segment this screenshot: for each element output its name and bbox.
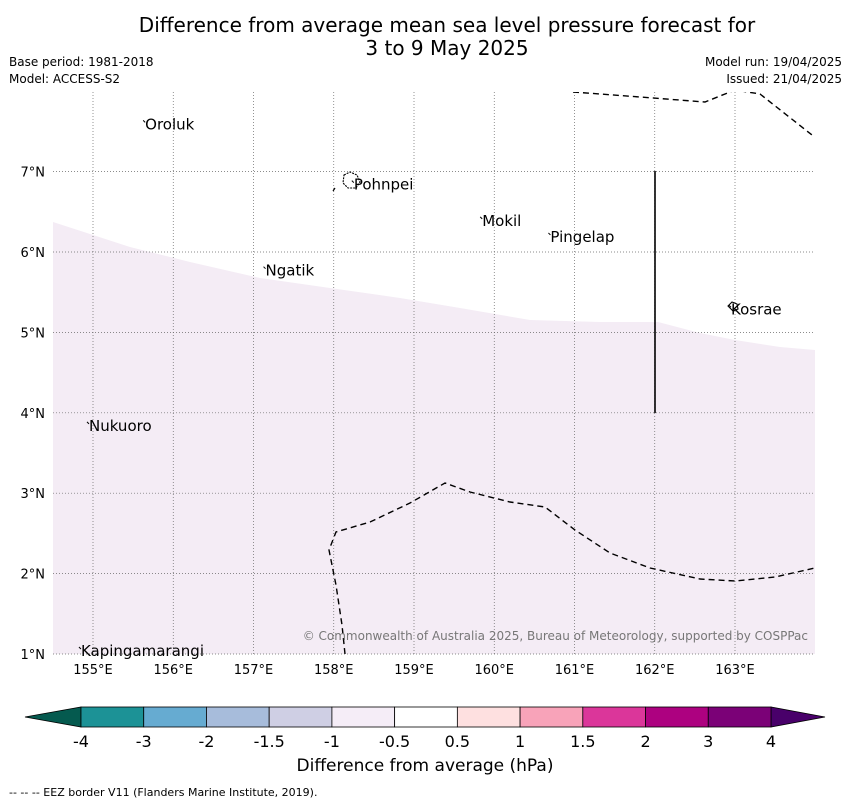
colorbar-over-arrow xyxy=(770,706,826,728)
issued-date: Issued: 21/04/2025 xyxy=(726,72,842,86)
eez-border-north xyxy=(572,92,813,136)
lat-tick-label: 6°N xyxy=(21,246,46,261)
colorbar-tick-label: -1 xyxy=(324,732,340,751)
model-run: Model run: 19/04/2025 xyxy=(704,55,842,69)
island-pohnpei-outline xyxy=(342,171,361,189)
lon-tick-label: 155°E xyxy=(73,663,113,678)
colorbar-tick-label: 3 xyxy=(703,732,713,751)
place-label-kapingamarangi: Kapingamarangi xyxy=(81,642,204,660)
meta-right: Model run: 19/04/2025 Issued: 21/04/2025 xyxy=(705,54,842,88)
colorbar-tick-label: -2 xyxy=(198,732,214,751)
title-line-1: Difference from average mean sea level p… xyxy=(138,13,756,37)
lon-tick-label: 160°E xyxy=(474,663,514,678)
lat-tick-label: 2°N xyxy=(21,568,46,583)
lon-tick-label: 158°E xyxy=(314,663,354,678)
model-name: Model: ACCESS-S2 xyxy=(9,72,121,86)
meta-left: Base period: 1981-2018 Model: ACCESS-S2 xyxy=(9,54,154,88)
eez-border-south xyxy=(328,482,815,654)
colorbar-swatches xyxy=(24,706,826,728)
place-marker xyxy=(78,646,82,650)
eez-borders xyxy=(328,92,815,654)
place-marker xyxy=(479,216,483,220)
lat-tick-label: 3°N xyxy=(21,487,46,502)
colorbar-swatch xyxy=(331,706,396,728)
lat-tick-label: 4°N xyxy=(21,407,46,422)
lon-tick-label: 156°E xyxy=(153,663,193,678)
place-label-kosrae: Kosrae xyxy=(731,300,782,318)
title-line-2: 3 to 9 May 2025 xyxy=(365,36,529,60)
place-label-pohnpei: Pohnpei xyxy=(354,176,414,194)
lon-tick-label: 159°E xyxy=(394,663,434,678)
place-marker xyxy=(86,421,90,425)
place-marker xyxy=(351,180,355,184)
islands xyxy=(342,171,739,312)
colorbar-tick-label: 1.5 xyxy=(570,732,595,751)
colorbar-swatch xyxy=(143,706,207,728)
place-marker xyxy=(548,232,551,236)
pohnpei-reef-mark xyxy=(332,187,336,192)
copyright-text: © Commonwealth of Australia 2025, Bureau… xyxy=(303,629,808,643)
colorbar-swatch xyxy=(645,706,709,728)
colorbar: -4 -3 -2 -1.5 -1 -0.5 0.5 1 1.5 2 3 4 xyxy=(24,706,826,751)
colorbar-swatch xyxy=(80,706,145,728)
colorbar-under-arrow xyxy=(24,706,82,728)
place-marker xyxy=(263,266,266,270)
colorbar-swatch xyxy=(519,706,584,728)
place-label-oroluk: Oroluk xyxy=(145,115,194,133)
colorbar-swatch xyxy=(456,706,521,728)
lon-tick-label: 162°E xyxy=(635,663,675,678)
colorbar-tick-label: 1 xyxy=(515,732,525,751)
lat-tick-label: 5°N xyxy=(21,326,46,341)
colorbar-tick-label: -0.5 xyxy=(379,732,410,751)
map-title: Difference from average mean sea level p… xyxy=(0,14,850,60)
colorbar-tick-labels: -4 -3 -2 -1.5 -1 -0.5 0.5 1 1.5 2 3 4 xyxy=(73,732,776,751)
lon-tick-label: 157°E xyxy=(234,663,274,678)
place-labels: Oroluk Pohnpei Mokil Pingelap Ngatik Kosrae Nu… xyxy=(78,115,782,660)
colorbar-label: Difference from average (hPa) xyxy=(296,756,554,776)
place-label-ngatik: Ngatik xyxy=(266,262,315,280)
colorbar-tick-label: 0.5 xyxy=(445,732,470,751)
place-label-pingelap: Pingelap xyxy=(550,228,614,246)
eez-footnote: -- -- -- EEZ border V11 (Flanders Marine… xyxy=(9,786,318,799)
lat-tick-label: 1°N xyxy=(21,648,46,663)
colorbar-swatch xyxy=(206,706,270,728)
place-marker xyxy=(728,304,732,308)
colorbar-swatch xyxy=(707,706,772,728)
lat-tick-label: 7°N xyxy=(21,166,46,181)
base-period: Base period: 1981-2018 xyxy=(9,55,154,69)
place-marker xyxy=(142,120,146,123)
colorbar-swatch xyxy=(268,706,333,728)
colorbar-tick-label: -1.5 xyxy=(254,732,285,751)
colorbar-tick-label: 4 xyxy=(766,732,776,751)
colorbar-swatch xyxy=(394,706,458,728)
island-kosrae-outline xyxy=(727,301,739,312)
colorbar-swatch xyxy=(582,706,646,728)
map-area[interactable]: 155°E 156°E 157°E 158°E 159°E 160°E 161°E 162°E… xyxy=(0,0,850,700)
place-label-nukuoro: Nukuoro xyxy=(89,417,152,435)
colorbar-tick-label: 2 xyxy=(640,732,650,751)
place-label-mokil: Mokil xyxy=(482,212,521,230)
graticule: 155°E 156°E 157°E 158°E 159°E 160°E 161°E 162°E… xyxy=(21,92,815,678)
lon-tick-label: 163°E xyxy=(715,663,755,678)
lon-tick-label: 161°E xyxy=(555,663,595,678)
colorbar-tick-label: -4 xyxy=(73,732,89,751)
anomaly-fill-region xyxy=(53,222,815,654)
colorbar-tick-label: -3 xyxy=(136,732,152,751)
